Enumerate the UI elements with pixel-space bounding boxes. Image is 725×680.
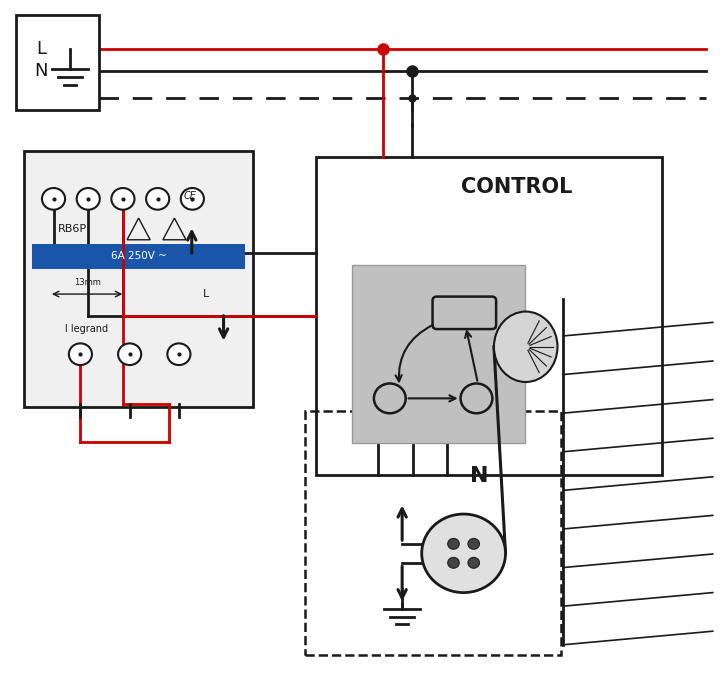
- Text: N: N: [34, 62, 48, 80]
- Text: RB6P: RB6P: [58, 224, 87, 234]
- FancyBboxPatch shape: [433, 296, 496, 329]
- FancyBboxPatch shape: [24, 151, 254, 407]
- Circle shape: [118, 343, 141, 365]
- Circle shape: [468, 558, 479, 568]
- Text: 6A 250V ~: 6A 250V ~: [111, 252, 167, 262]
- Text: L: L: [203, 289, 209, 299]
- Circle shape: [146, 188, 169, 209]
- Text: CONTROL: CONTROL: [461, 177, 572, 197]
- Ellipse shape: [494, 311, 558, 382]
- Text: CE: CE: [183, 191, 196, 201]
- Text: N: N: [471, 466, 489, 486]
- Circle shape: [42, 188, 65, 209]
- Text: l legrand: l legrand: [65, 324, 108, 334]
- Circle shape: [422, 514, 505, 592]
- Circle shape: [77, 188, 100, 209]
- Circle shape: [181, 188, 204, 209]
- FancyBboxPatch shape: [33, 244, 245, 269]
- Circle shape: [167, 343, 191, 365]
- Text: 13mm: 13mm: [74, 277, 101, 287]
- Circle shape: [112, 188, 135, 209]
- Text: L: L: [36, 40, 46, 58]
- Circle shape: [468, 539, 479, 549]
- FancyBboxPatch shape: [352, 265, 525, 443]
- FancyBboxPatch shape: [16, 15, 99, 109]
- Circle shape: [448, 539, 459, 549]
- Circle shape: [69, 343, 92, 365]
- Circle shape: [448, 558, 459, 568]
- FancyBboxPatch shape: [315, 157, 662, 475]
